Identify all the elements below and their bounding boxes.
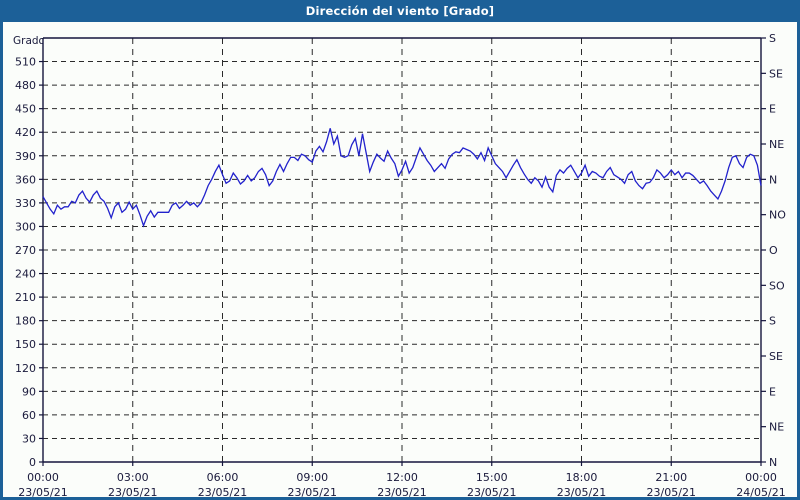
page-title: Dirección del viento [Grado] [305, 4, 495, 18]
y-tick-label: 450 [15, 103, 36, 116]
x-tick-date-label: 23/05/21 [557, 486, 606, 497]
y-tick-label: 360 [15, 173, 36, 186]
y-tick-label: 150 [15, 338, 36, 351]
y-tick-label: 420 [15, 126, 36, 139]
right-tick-label: S [769, 32, 776, 45]
right-tick-label: S [769, 315, 776, 328]
x-tick-date-label: 23/05/21 [377, 486, 426, 497]
x-axis-ticks: 00:00 23/05/21 03:00 23/05/21 06:00 23/05/21 0… [18, 462, 786, 497]
right-axis-ticks: N NE E SE S SO O NO N NE E SE S [761, 32, 786, 469]
right-tick-label: NO [769, 209, 786, 222]
y-tick-label: 480 [15, 79, 36, 92]
right-tick-label: N [769, 456, 777, 469]
right-tick-label: E [769, 385, 776, 398]
y-tick-label: 60 [22, 409, 36, 422]
y-tick-label: 240 [15, 268, 36, 281]
y-tick-label: 330 [15, 197, 36, 210]
y-tick-label: 180 [15, 315, 36, 328]
right-tick-label: SE [769, 350, 783, 363]
series-line [42, 128, 762, 228]
y-axis-ticks: 0 30 60 90 120 150 180 210 240 270 300 330 360 390 420… [15, 56, 43, 469]
x-tick-date-label: 23/05/21 [198, 486, 247, 497]
wind-direction-line-chart: Grado 0 30 60 90 120 150 180 210 240 270 300 330 360… [13, 32, 786, 497]
y-axis-unit-label: Grado [13, 35, 45, 47]
y-tick-label: 300 [15, 220, 36, 233]
x-tick-date-label: 23/05/21 [108, 486, 157, 497]
y-tick-label: 270 [15, 244, 36, 257]
x-tick-time-label: 18:00 [566, 471, 598, 484]
y-tick-label: 90 [22, 385, 36, 398]
x-tick-time-label: 12:00 [386, 471, 418, 484]
right-tick-label: N [769, 173, 777, 186]
horizontal-gridlines [43, 61, 761, 439]
x-tick-time-label: 03:00 [117, 471, 149, 484]
right-tick-label: SE [769, 67, 783, 80]
x-tick-time-label: 06:00 [207, 471, 239, 484]
x-tick-date-label: 23/05/21 [18, 486, 67, 497]
x-tick-date-label: 23/05/21 [647, 486, 696, 497]
vertical-gridlines [132, 38, 672, 462]
right-tick-label: NE [769, 138, 784, 151]
x-tick-time-label: 15:00 [476, 471, 508, 484]
y-tick-label: 120 [15, 362, 36, 375]
y-tick-label: 510 [15, 56, 36, 69]
y-tick-label: 0 [29, 456, 36, 469]
chart-canvas: Grado 0 30 60 90 120 150 180 210 240 270 300 330 360… [3, 22, 797, 497]
y-tick-label: 390 [15, 150, 36, 163]
x-tick-date-label: 23/05/21 [288, 486, 337, 497]
x-tick-time-label: 09:00 [296, 471, 328, 484]
right-tick-label: E [769, 103, 776, 116]
y-tick-label: 30 [22, 432, 36, 445]
right-tick-label: NE [769, 421, 784, 434]
x-tick-date-label: 23/05/21 [467, 486, 516, 497]
right-tick-label: SO [769, 279, 785, 292]
window-title-bar: Dirección del viento [Grado] [0, 0, 800, 22]
right-tick-label: O [769, 244, 778, 257]
x-tick-time-label: 00:00 [745, 471, 777, 484]
data-series-group [42, 128, 762, 228]
y-tick-label: 210 [15, 291, 36, 304]
x-tick-date-label: 24/05/21 [736, 486, 785, 497]
x-tick-time-label: 21:00 [655, 471, 687, 484]
x-tick-time-label: 00:00 [27, 471, 59, 484]
